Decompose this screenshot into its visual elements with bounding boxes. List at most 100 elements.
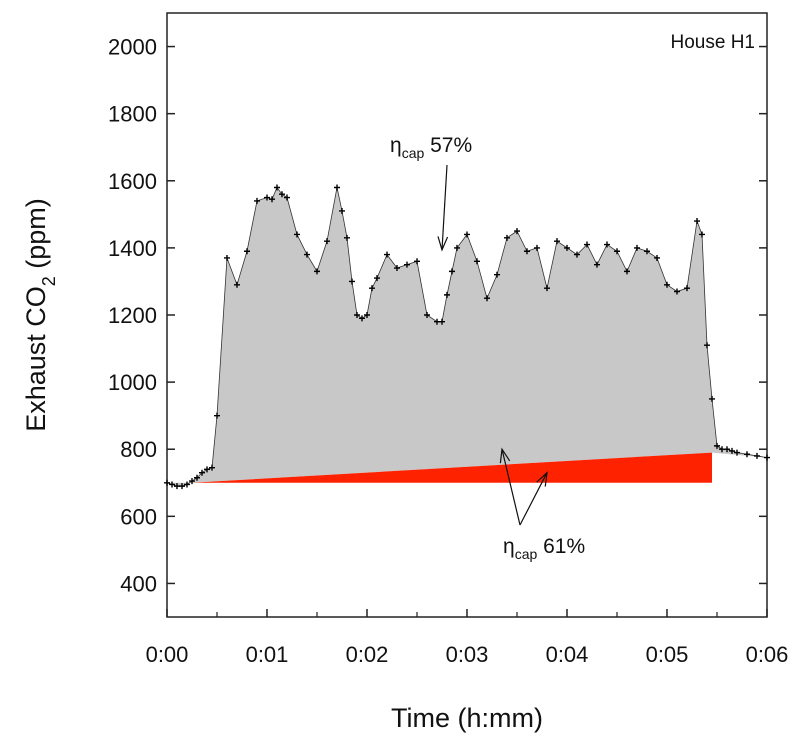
data-point	[544, 285, 550, 292]
data-point	[364, 312, 370, 318]
data-point	[424, 312, 430, 318]
data-point	[484, 295, 490, 302]
eta-cap-61-arrow-b	[519, 472, 548, 526]
data-point	[189, 478, 195, 485]
data-point	[394, 265, 400, 272]
x-tick-label: 0:00	[146, 642, 189, 667]
data-point	[294, 231, 300, 238]
data-point	[594, 261, 600, 268]
data-point	[454, 244, 460, 251]
data-point	[339, 207, 345, 214]
y-tick-label: 1800	[108, 102, 157, 127]
data-point	[724, 446, 730, 453]
data-point	[284, 194, 290, 201]
data-point	[514, 228, 520, 235]
data-point	[224, 254, 230, 261]
x-tick-label: 0:06	[746, 642, 789, 667]
eta-cap-57-arrow	[441, 164, 448, 250]
data-point	[734, 449, 740, 456]
data-point	[714, 442, 720, 449]
data-point	[494, 271, 500, 278]
data-point	[199, 469, 205, 476]
eta-cap-61-arrow-a	[501, 449, 521, 526]
data-point	[704, 342, 710, 349]
axis-labels: 400 600 800 1000 1200 1400 1600 1800 2000 0:00 0:0…	[21, 35, 788, 733]
eta-cap-57-label: ηcap 57%	[390, 134, 472, 161]
x-tick-label: 0:01	[246, 642, 289, 667]
data-point	[624, 268, 630, 275]
data-point	[204, 466, 210, 473]
data-point	[374, 275, 380, 282]
data-point	[764, 454, 770, 461]
data-point	[444, 291, 450, 298]
eta-cap-61-arrow-a-head	[499, 447, 511, 464]
x-tick-label: 0:03	[446, 642, 489, 667]
data-point	[644, 248, 650, 255]
data-point	[534, 244, 540, 251]
data-point	[694, 218, 700, 225]
data-point	[324, 238, 330, 245]
data-point	[524, 248, 530, 255]
y-tick-label: 1600	[108, 169, 157, 194]
eta-cap-57-arrow-head	[437, 236, 449, 252]
data-point	[574, 251, 580, 258]
data-point	[179, 483, 185, 490]
data-point	[709, 395, 715, 402]
data-point	[634, 244, 640, 251]
data-point	[674, 288, 680, 295]
data-point	[274, 184, 280, 191]
data-point	[564, 244, 570, 251]
panel-label: House H1	[671, 32, 756, 53]
x-axis-label: Time (h:mm)	[391, 703, 543, 733]
data-markers	[164, 184, 770, 490]
data-point	[684, 285, 690, 292]
data-point	[604, 241, 610, 248]
data-point	[169, 481, 175, 488]
x-tick-label: 0:02	[346, 642, 389, 667]
data-point	[664, 281, 670, 288]
data-point	[554, 238, 560, 245]
baseline-area	[192, 452, 712, 483]
y-tick-label: 600	[120, 504, 157, 529]
data-point	[449, 268, 455, 275]
y-tick-label: 400	[120, 571, 157, 596]
x-tick-label: 0:05	[646, 642, 689, 667]
data-point	[404, 261, 410, 268]
data-point	[209, 464, 215, 471]
data-point	[354, 312, 360, 318]
co2-area	[167, 187, 767, 487]
data-point	[729, 447, 735, 454]
data-point	[269, 196, 275, 203]
data-point	[744, 451, 750, 458]
data-point	[654, 254, 660, 261]
x-tick-label: 0:04	[546, 642, 589, 667]
data-point	[474, 258, 480, 265]
axes	[166, 45, 768, 617]
y-tick-label: 1000	[108, 370, 157, 395]
data-point	[244, 248, 250, 255]
data-point	[214, 412, 220, 419]
eta-cap-61-arrow-b-head	[536, 471, 548, 487]
y-tick-label: 1200	[108, 303, 157, 328]
data-point	[184, 481, 190, 488]
data-point	[334, 184, 340, 191]
data-point	[439, 318, 445, 325]
data-point	[384, 251, 390, 258]
data-point	[164, 479, 170, 486]
data-point	[369, 285, 375, 292]
y-tick-label: 1400	[108, 236, 157, 261]
data-point	[504, 234, 510, 241]
data-point	[414, 258, 420, 265]
y-tick-label: 800	[120, 437, 157, 462]
data-point	[279, 191, 285, 198]
eta-cap-61-label: ηcap 61%	[503, 535, 585, 562]
data-point	[254, 197, 260, 204]
annotations: ηcap 57% ηcap 61%	[390, 134, 585, 562]
data-point	[304, 251, 310, 258]
y-axis-label: Exhaust CO2 (ppm)	[21, 198, 59, 432]
data-point	[614, 248, 620, 255]
data-point	[584, 241, 590, 248]
y-tick-label: 2000	[108, 35, 157, 60]
data-point	[349, 278, 355, 285]
